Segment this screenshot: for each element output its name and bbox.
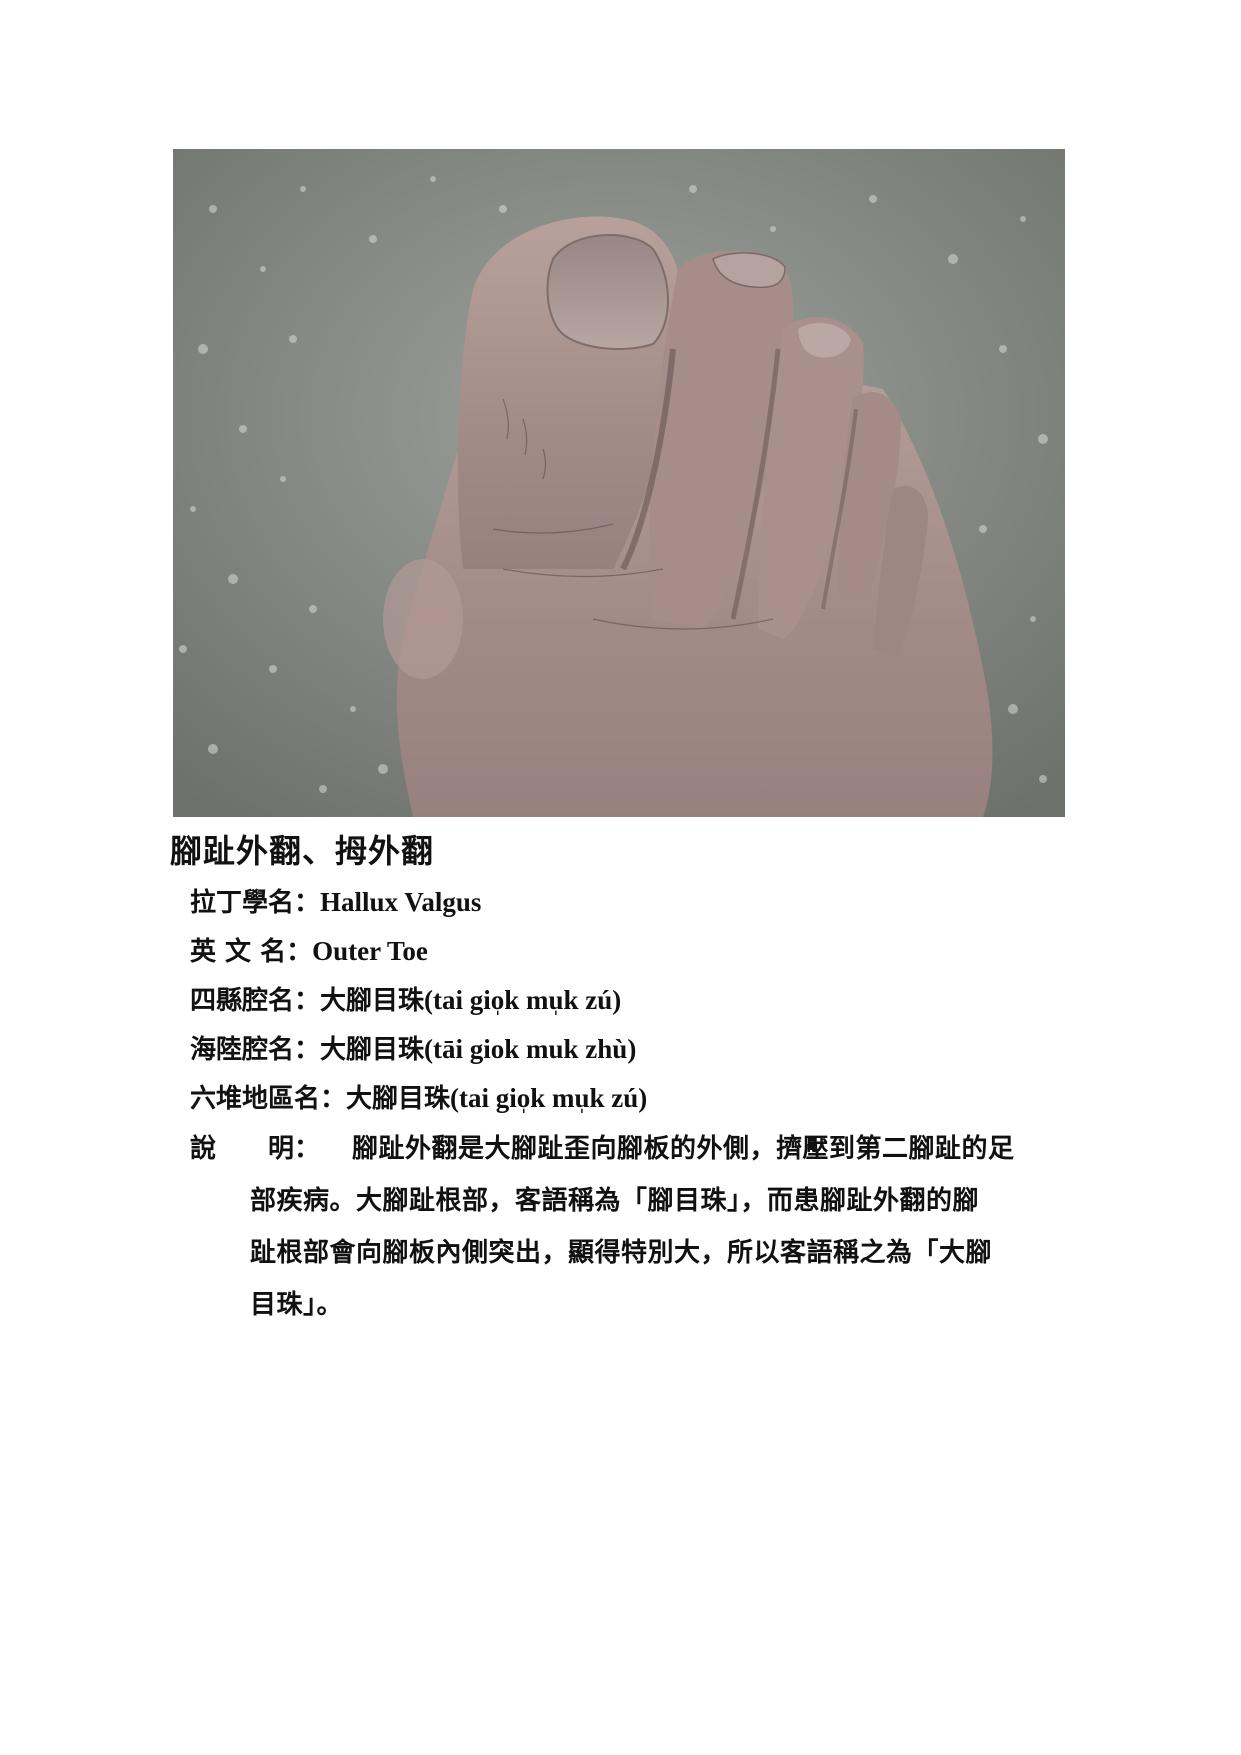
description-label: 說 明： — [190, 1134, 321, 1164]
latin-name-value: Hallux Valgus — [320, 887, 482, 917]
liudui-name-label: 六堆地區名： — [190, 1084, 347, 1114]
liudui-name-roman: (tai gio̩k mu̩k zú) — [450, 1083, 648, 1113]
sixian-name-label: 四縣腔名： — [190, 986, 321, 1016]
english-name-row: 英 文 名：Outer Toe — [190, 931, 428, 968]
description-line: 趾根部會向腳板內側突出，顯得特別大，所以客語稱之為「大腳 — [250, 1238, 993, 1268]
sixian-name-han: 大腳目珠 — [320, 986, 425, 1016]
hailu-name-row: 海陸腔名：大腳目珠(tāi giok muk zhù) — [190, 1029, 636, 1066]
hailu-name-roman: (tāi giok muk zhù) — [424, 1034, 637, 1064]
description-line: 目珠」。 — [250, 1290, 344, 1320]
latin-name-label: 拉丁學名： — [190, 888, 321, 918]
english-name-value: Outer Toe — [312, 936, 428, 966]
liudui-name-han: 大腳目珠 — [346, 1084, 451, 1114]
latin-name-row: 拉丁學名：Hallux Valgus — [190, 882, 481, 919]
hailu-name-label: 海陸腔名： — [190, 1035, 321, 1065]
description-line: 腳趾外翻是大腳趾歪向腳板的外側，擠壓到第二腳趾的足 — [352, 1134, 1015, 1164]
hailu-name-han: 大腳目珠 — [320, 1035, 425, 1065]
description-line: 部疾病。大腳趾根部，客語稱為「腳目珠」，而患腳趾外翻的腳 — [250, 1186, 980, 1216]
english-name-label: 英 文 名： — [190, 937, 313, 967]
sixian-name-row: 四縣腔名：大腳目珠(tai gio̩k mu̩k zú) — [190, 980, 621, 1017]
page-title: 腳趾外翻、拇外翻 — [170, 832, 435, 870]
liudui-name-row: 六堆地區名：大腳目珠(tai gio̩k mu̩k zú) — [190, 1078, 647, 1115]
foot-photo — [173, 149, 1065, 817]
sixian-name-roman: (tai gio̩k mu̩k zú) — [424, 985, 622, 1015]
